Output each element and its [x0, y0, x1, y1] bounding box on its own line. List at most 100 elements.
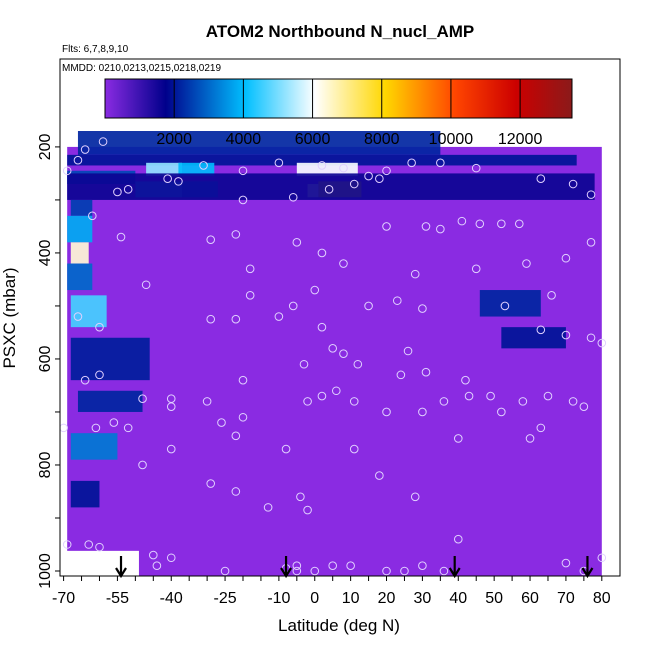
data-point [288, 192, 298, 202]
data-point [152, 561, 162, 570]
data-point [328, 561, 338, 570]
data-point [292, 561, 302, 570]
data-point [263, 503, 273, 512]
data-point [400, 566, 409, 576]
data-point [238, 166, 248, 176]
x-tick-label: -10 [267, 590, 290, 607]
data-point [421, 222, 431, 231]
heatmap-cell [178, 162, 215, 177]
data-point [536, 423, 546, 433]
y-axis: 200 400 600 800 1000 [37, 133, 60, 589]
data-point [536, 325, 546, 335]
data-point [346, 561, 355, 570]
x-axis: -70 -55 -40 -25 -10 0 10 20 30 40 50 60 70 80 [52, 576, 611, 607]
data-point [475, 219, 485, 229]
heatmap-cell [146, 162, 183, 177]
data-point [453, 434, 463, 443]
data-point [518, 397, 528, 406]
data-point [202, 397, 212, 406]
data-point [586, 190, 596, 199]
observation-points [60, 137, 607, 576]
data-point [396, 370, 406, 380]
data-point [364, 301, 373, 311]
colorbar-tick-label: 2000 [156, 131, 192, 148]
y-tick-label: 600 [37, 346, 54, 373]
data-point [392, 296, 402, 305]
heatmap-cell [67, 154, 577, 166]
data-point [382, 222, 391, 231]
data-point [568, 179, 578, 189]
data-point [206, 235, 216, 244]
data-point [166, 444, 176, 454]
data-point [439, 566, 449, 576]
data-point [84, 540, 94, 549]
data-point [436, 158, 445, 168]
data-point [310, 566, 320, 576]
x-tick-label: -55 [106, 590, 129, 607]
data-point [292, 238, 302, 247]
x-tick-label: -25 [213, 590, 236, 607]
data-point [364, 171, 373, 181]
data-point [62, 166, 72, 176]
heatmap-cell [70, 337, 150, 381]
data-point [281, 444, 291, 454]
data-point [141, 280, 151, 290]
data-point [174, 177, 183, 186]
data-point [418, 304, 427, 313]
data-point [349, 179, 359, 189]
data-point [410, 269, 420, 279]
data-point [525, 434, 535, 443]
heatmap-cell [479, 290, 541, 317]
data-point [568, 397, 578, 406]
data-point [231, 314, 241, 324]
data-point [80, 145, 90, 154]
data-point [597, 553, 607, 563]
data-point [62, 540, 72, 549]
data-point [80, 375, 90, 385]
data-point [274, 312, 284, 321]
heatmap-cell [70, 480, 100, 508]
heatmap-cell [67, 215, 93, 243]
data-point [500, 301, 510, 311]
data-point [91, 423, 101, 433]
data-point [220, 566, 230, 576]
data-point [353, 359, 363, 369]
data-point [471, 163, 481, 173]
data-point [522, 259, 531, 268]
colorbar-ticks: 2000 4000 6000 8000 10000 12000 [156, 79, 542, 148]
colorbar-tick-label: 6000 [295, 131, 331, 148]
data-point [486, 391, 495, 401]
data-point [73, 312, 83, 321]
data-point [328, 344, 338, 353]
x-axis-label: Latitude (deg N) [278, 616, 400, 635]
colorbar: 2000 4000 6000 8000 10000 12000 [104, 78, 573, 148]
heatmap-cell [70, 295, 107, 328]
data-point [410, 492, 420, 502]
x-tick-label: 20 [378, 590, 396, 607]
heatmap-field [60, 131, 602, 576]
data-point [436, 224, 445, 234]
data-point [317, 391, 327, 401]
data-point [418, 561, 427, 570]
no-data-region [60, 550, 139, 576]
data-point [586, 333, 596, 343]
data-point [349, 444, 359, 454]
x-tick-label: 40 [449, 590, 467, 607]
data-point [561, 253, 571, 263]
data-point [418, 407, 427, 417]
data-point [274, 158, 284, 168]
x-tick-label: -70 [52, 590, 75, 607]
data-point [245, 264, 255, 274]
x-tick-label: 70 [557, 590, 575, 607]
heatmap-cell [501, 327, 566, 349]
x-tick-label: -40 [160, 590, 183, 607]
data-point [331, 386, 341, 396]
data-point [497, 407, 506, 417]
data-point [349, 397, 359, 406]
data-point [138, 460, 147, 470]
data-point [453, 534, 463, 544]
data-point [98, 137, 108, 146]
data-point [199, 161, 208, 170]
data-point [238, 375, 248, 385]
data-point [561, 558, 571, 568]
